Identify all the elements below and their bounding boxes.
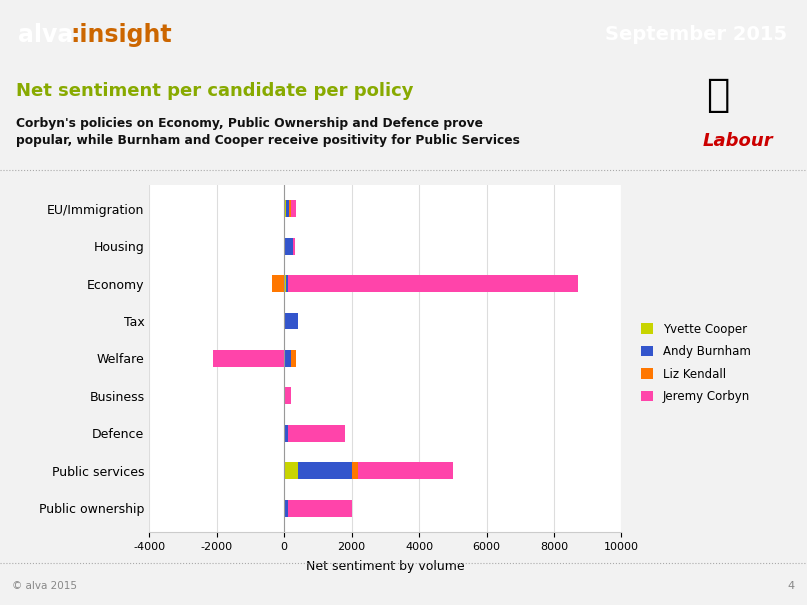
Bar	[289, 200, 291, 217]
Bar	[284, 387, 291, 404]
Bar	[291, 350, 296, 367]
Bar	[213, 350, 284, 367]
Bar	[298, 462, 352, 479]
Legend: Yvette Cooper, Andy Burnham, Liz Kendall, Jeremy Corbyn: Yvette Cooper, Andy Burnham, Liz Kendall…	[642, 322, 751, 403]
Text: Net sentiment per candidate per policy: Net sentiment per candidate per policy	[16, 82, 414, 100]
Text: September 2015: September 2015	[604, 25, 787, 44]
Text: 🌹: 🌹	[706, 76, 730, 114]
Bar	[273, 275, 284, 292]
Bar	[284, 425, 287, 442]
Text: Labour: Labour	[703, 132, 773, 151]
Bar	[352, 462, 358, 479]
Bar	[284, 462, 298, 479]
Text: Corbyn's policies on Economy, Public Ownership and Defence prove
popular, while : Corbyn's policies on Economy, Public Own…	[16, 117, 521, 148]
Bar	[358, 462, 453, 479]
Bar	[284, 500, 287, 517]
Bar	[284, 238, 293, 255]
Text: :insight: :insight	[70, 23, 172, 47]
Bar	[284, 313, 299, 330]
Text: alva: alva	[18, 23, 73, 47]
Bar	[284, 350, 291, 367]
Text: © alva 2015: © alva 2015	[12, 581, 77, 591]
Bar	[287, 500, 352, 517]
Bar	[286, 275, 287, 292]
X-axis label: Net sentiment by volume: Net sentiment by volume	[306, 560, 465, 574]
Bar	[284, 275, 286, 292]
Text: 4: 4	[788, 581, 795, 591]
Bar	[291, 200, 296, 217]
Bar	[287, 425, 345, 442]
Bar	[293, 238, 295, 255]
Bar	[287, 275, 578, 292]
Bar	[286, 200, 289, 217]
Bar	[284, 200, 286, 217]
